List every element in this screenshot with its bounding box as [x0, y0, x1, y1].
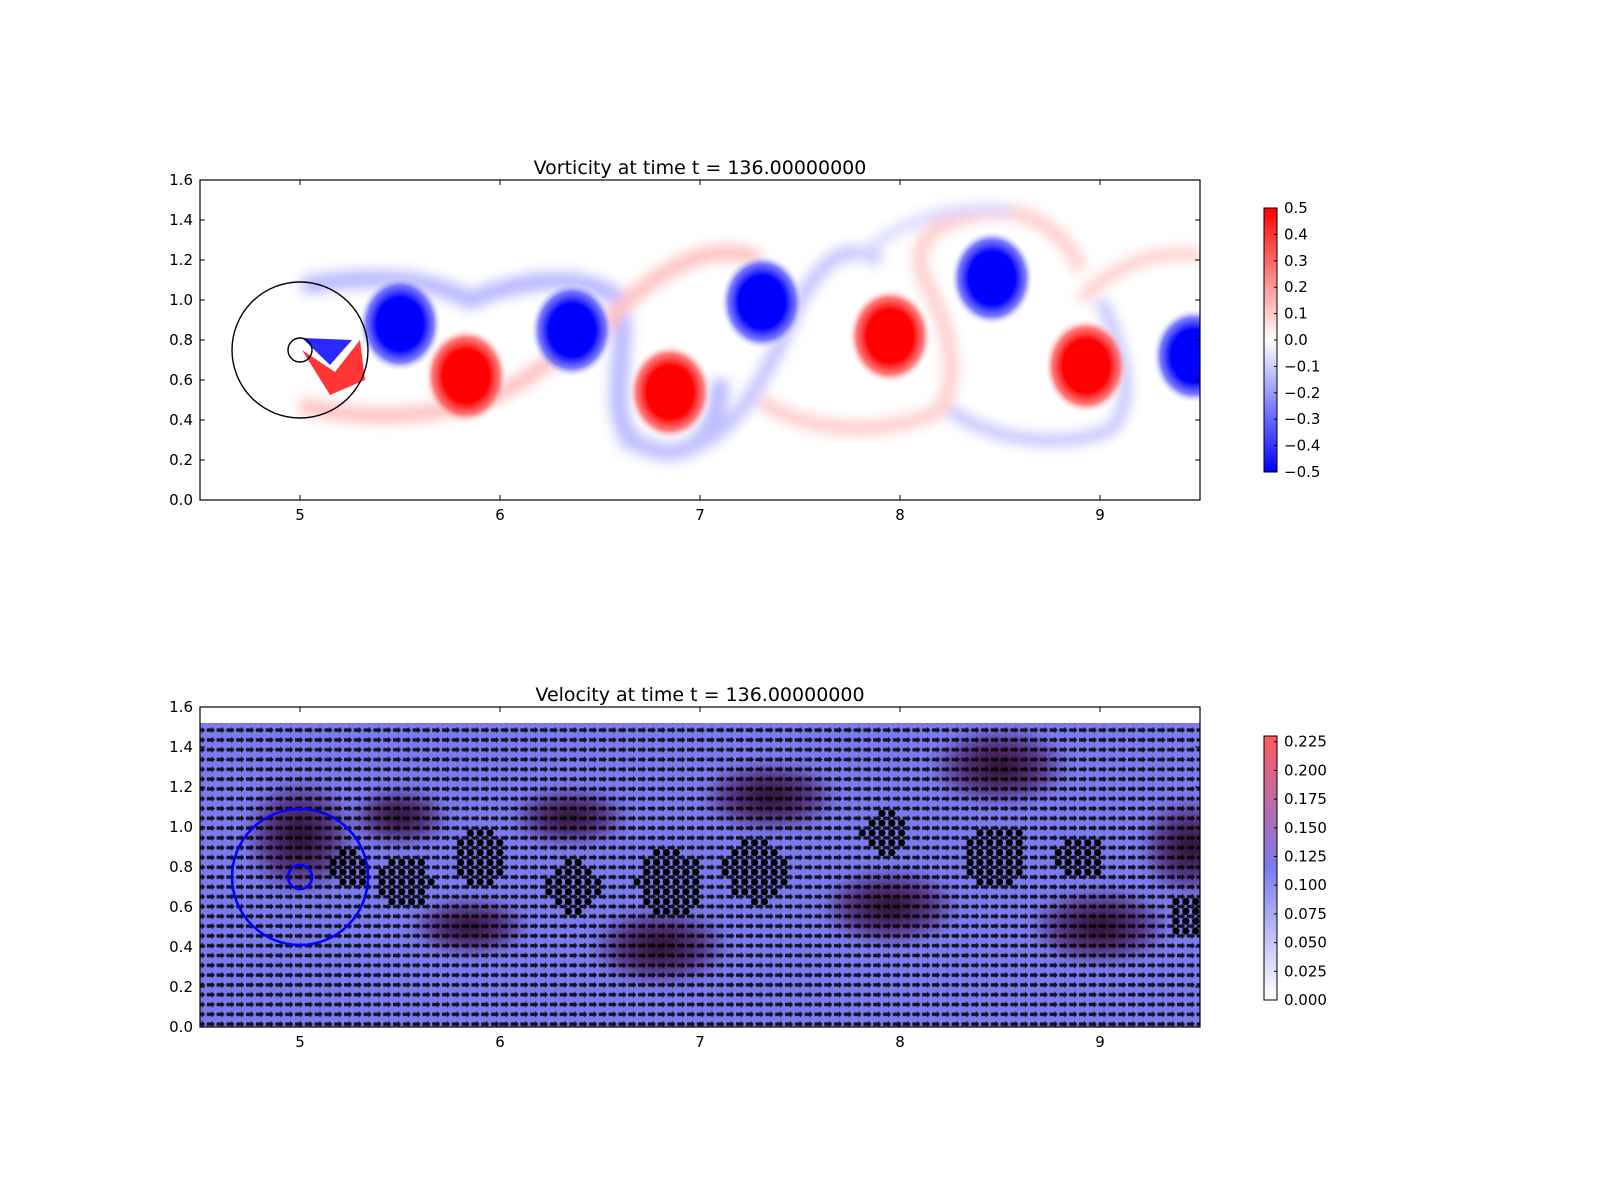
- velocity-ytick-label: 0.6: [169, 898, 193, 916]
- vorticity-cylinder-circle: [231, 281, 369, 419]
- vorticity-colorbar-label: −0.1: [1284, 357, 1320, 375]
- vortex-core-dots: [329, 849, 367, 886]
- velocity-ytick-label: 1.4: [169, 738, 193, 756]
- velocity-colorbar-label: 0.150: [1284, 819, 1327, 837]
- vorticity-xtick-label: 7: [695, 506, 705, 524]
- velocity-xtick-label: 9: [1095, 1033, 1105, 1051]
- velocity-colorbar-label: 0.225: [1284, 733, 1327, 751]
- velocity-colorbar-label: 0.125: [1284, 848, 1327, 866]
- velocity-xtick-label: 8: [895, 1033, 905, 1051]
- vorticity-colorbar-label: 0.5: [1284, 199, 1308, 217]
- vorticity-cylinder-circle: [287, 337, 313, 363]
- vorticity-colorbar-label: 0.2: [1284, 278, 1308, 296]
- vorticity-ytick-label: 1.2: [169, 251, 193, 269]
- negative-vortex: [1152, 308, 1200, 404]
- velocity-colorbar-label: 0.000: [1284, 991, 1327, 1009]
- velocity-colorbar-label: 0.100: [1284, 876, 1327, 894]
- positive-vortex: [424, 328, 508, 424]
- velocity-title: Velocity at time t = 136.00000000: [535, 684, 864, 706]
- vortex-core-dots: [858, 809, 906, 857]
- velocity-ytick-label: 0.2: [169, 978, 193, 996]
- vorticity-xtick-label: 6: [495, 506, 505, 524]
- positive-vortex: [628, 344, 712, 440]
- vorticity-colorbar-label: −0.3: [1284, 410, 1320, 428]
- velocity-xtick-label: 5: [295, 1033, 305, 1051]
- velocity-ytick-label: 1.6: [169, 698, 193, 716]
- velocity-cylinder-circle: [230, 807, 370, 947]
- vorticity-colorbar-label: 0.3: [1284, 252, 1308, 270]
- vortex-core-dots: [457, 829, 504, 886]
- velocity-field: [200, 707, 1200, 1027]
- vortex-core-dots: [545, 858, 602, 916]
- velocity-colorbar: [1263, 735, 1278, 1001]
- velocity-ytick-label: 0.4: [169, 938, 193, 956]
- velocity-cylinder-circle: [286, 863, 314, 891]
- velocity-colorbar-label: 0.025: [1284, 962, 1327, 980]
- vortex-core-dots: [378, 858, 435, 906]
- vorticity-colorbar-label: −0.2: [1284, 384, 1320, 402]
- vorticity-ytick-label: 0.0: [169, 491, 193, 509]
- vorticity-ytick-label: 0.8: [169, 331, 193, 349]
- velocity-colorbar-label: 0.075: [1284, 905, 1327, 923]
- vorticity-xtick-label: 9: [1095, 506, 1105, 524]
- vorticity-field: [200, 180, 1200, 500]
- vorticity-colorbar-label: −0.4: [1284, 437, 1320, 455]
- vorticity-colorbar-label: 0.0: [1284, 331, 1308, 349]
- velocity-xtick-label: 7: [695, 1033, 705, 1051]
- vorticity-ytick-label: 1.0: [169, 291, 193, 309]
- velocity-panel: Velocity at time t = 136.00000000 5 6 7 8 9 0…: [169, 684, 1327, 1051]
- vortex-core-dots: [633, 849, 700, 916]
- negative-vortex: [358, 276, 442, 372]
- positive-vortex: [848, 288, 932, 384]
- vorticity-ytick-label: 0.2: [169, 451, 193, 469]
- vortex-core-dots: [721, 839, 788, 906]
- vorticity-xtick-label: 8: [895, 506, 905, 524]
- velocity-colorbar-label: 0.050: [1284, 934, 1327, 952]
- vorticity-ytick-label: 0.6: [169, 371, 193, 389]
- vorticity-colorbar-label: 0.1: [1284, 305, 1308, 323]
- velocity-ytick-label: 0.0: [169, 1018, 193, 1036]
- positive-vortex: [1044, 318, 1128, 414]
- negative-vortex: [950, 230, 1034, 326]
- negative-vortex: [720, 254, 804, 350]
- velocity-ytick-label: 1.0: [169, 818, 193, 836]
- velocity-xtick-label: 6: [495, 1033, 505, 1051]
- velocity-ytick-label: 0.8: [169, 858, 193, 876]
- vorticity-title: Vorticity at time t = 136.00000000: [534, 157, 867, 179]
- vortex-core-dots: [966, 829, 1023, 886]
- vorticity-ytick-label: 1.6: [169, 171, 193, 189]
- vorticity-panel: Vorticity at time t = 136.00000000 5 6 7 8 9…: [169, 157, 1320, 524]
- vorticity-xtick-label: 5: [295, 506, 305, 524]
- vorticity-colorbar-label: 0.4: [1284, 225, 1308, 243]
- velocity-ytick-label: 1.2: [169, 778, 193, 796]
- vorticity-ytick-label: 1.4: [169, 211, 193, 229]
- vortex-core-dots: [1054, 839, 1102, 876]
- velocity-colorbar-label: 0.200: [1284, 761, 1327, 779]
- negative-vortex: [530, 282, 614, 378]
- vorticity-colorbar-label: −0.5: [1284, 463, 1320, 481]
- velocity-colorbar-label: 0.175: [1284, 790, 1327, 808]
- vortex-core-dots: [1172, 898, 1200, 935]
- vorticity-ytick-label: 0.4: [169, 411, 193, 429]
